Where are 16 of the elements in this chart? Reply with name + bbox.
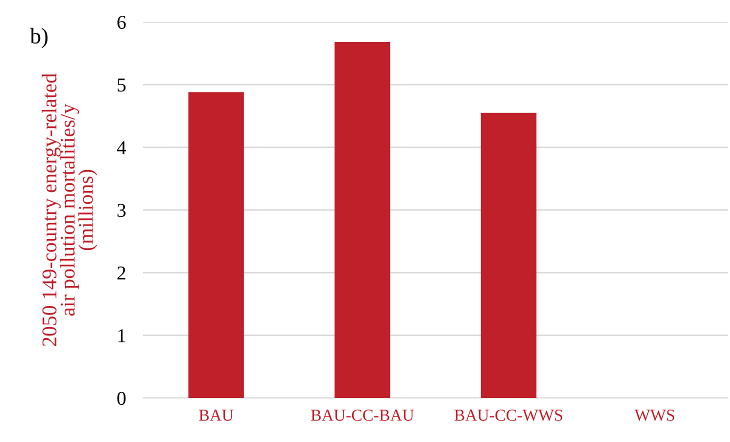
y-tick-label: 5 bbox=[118, 78, 126, 92]
x-tick-label: WWS bbox=[634, 410, 674, 421]
y-axis-title: 2050 149-country energy-related air pollution mortalities/y (millions) bbox=[42, 73, 98, 346]
x-tick-label: BAU bbox=[199, 410, 234, 421]
y-tick-label: 3 bbox=[118, 204, 126, 217]
bar bbox=[480, 112, 536, 398]
x-tick-label: BAU-CC-BAU bbox=[310, 410, 414, 421]
y-tick-label: 1 bbox=[118, 329, 126, 342]
y-tick-label: 0 bbox=[117, 392, 126, 405]
y-tick-label: 2 bbox=[117, 266, 126, 280]
y-tick-label: 4 bbox=[116, 141, 126, 154]
y-tick-label: 6 bbox=[117, 16, 126, 29]
bar bbox=[188, 92, 244, 398]
chart-title: b) bbox=[30, 28, 48, 48]
x-tick-label: BAU-CC-WWS bbox=[454, 410, 562, 421]
bar bbox=[334, 42, 390, 398]
